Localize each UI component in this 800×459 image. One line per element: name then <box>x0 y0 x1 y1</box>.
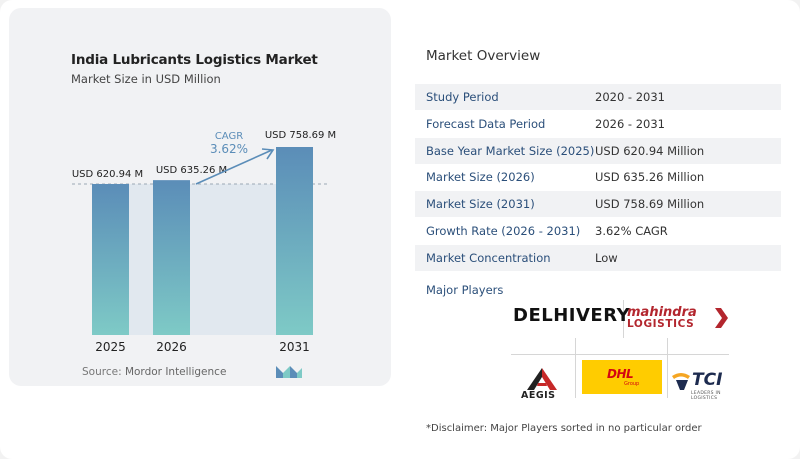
bar-2025 <box>92 184 129 335</box>
overview-row-value: 3.62% CAGR <box>595 224 668 238</box>
cagr-label: CAGR <box>215 131 243 142</box>
tci-logo-sub: LEADERS IN LOGISTICS <box>691 391 721 401</box>
overview-row: Growth Rate (2026 - 2031) 3.62% CAGR <box>415 218 781 244</box>
overview-title: Market Overview <box>426 48 541 64</box>
tci-logo-text: TCI <box>692 370 723 390</box>
overview-row: Market Size (2026) USD 635.26 Million <box>415 164 781 190</box>
overview-row-label: Growth Rate (2026 - 2031) <box>426 224 581 238</box>
overview-row: Base Year Market Size (2025) USD 620.94 M… <box>415 137 781 164</box>
bar-2026 <box>153 180 190 335</box>
overview-row: Market Concentration Low <box>415 244 781 271</box>
overview-row-value: USD 758.69 Million <box>595 197 705 212</box>
overview-row-value: USD 635.26 Million <box>595 170 705 185</box>
logo-divider <box>511 354 729 355</box>
source-text: Source: Mordor Intelligence <box>82 366 226 378</box>
mahindra-logistics-logo: mahindra LOGISTICS <box>627 306 735 330</box>
logo-divider <box>667 338 668 398</box>
chart-subtitle: Market Size in USD Million <box>71 72 221 86</box>
bar-2031 <box>276 147 313 335</box>
source-value: Mordor Intelligence <box>124 366 227 378</box>
aegis-mark-icon <box>527 368 557 390</box>
forecast-band <box>129 184 153 335</box>
delhivery-logo-text: DELHIVERY <box>513 305 631 326</box>
dhl-logo: DHL Group <box>582 360 662 394</box>
data-label-2031: USD 758.69 M <box>265 130 336 141</box>
bar-chart: USD 620.94 M 2025 USD 635.26 M 2026 USD 758.… <box>72 130 336 354</box>
data-label-2026: USD 635.26 M <box>156 165 227 176</box>
source-label: Source: <box>82 366 122 378</box>
data-label-2025: USD 620.94 M <box>72 169 143 180</box>
chart-title: India Lubricants Logistics Market <box>71 52 318 68</box>
major-players-title: Major Players <box>426 283 504 297</box>
forecast-band <box>190 184 276 335</box>
overview-row-label: Base Year Market Size (2025) <box>426 143 595 158</box>
dhl-logo-sub: Group <box>624 381 640 387</box>
overview-row-value: 2020 - 2031 <box>595 90 665 104</box>
overview-row-label: Forecast Data Period <box>426 116 546 131</box>
overview-row-value: Low <box>595 250 618 265</box>
cagr-arrowhead-icon <box>261 148 275 160</box>
mordor-intelligence-logo-icon <box>276 366 302 378</box>
x-tick-2026: 2026 <box>156 340 187 354</box>
logo-divider <box>575 338 576 398</box>
cagr-value: 3.62% <box>210 142 248 156</box>
aegis-logo-text: AEGIS <box>521 390 556 401</box>
aegis-logo: AEGIS <box>517 368 569 402</box>
overview-row-value: 2026 - 2031 <box>595 116 665 131</box>
mahindra-logo-top: mahindra <box>627 305 697 320</box>
x-tick-2031: 2031 <box>279 340 310 354</box>
overview-row: Market Size (2031) USD 758.69 Million <box>415 191 781 218</box>
overview-row-label: Market Concentration <box>426 250 551 265</box>
overview-row-label: Study Period <box>426 90 499 104</box>
disclaimer-text: *Disclaimer: Major Players sorted in no … <box>426 423 702 434</box>
overview-row: Study Period 2020 - 2031 <box>415 84 781 110</box>
dhl-logo-text: DHL <box>607 367 634 381</box>
overview-row-label: Market Size (2031) <box>426 197 535 212</box>
x-tick-2025: 2025 <box>95 340 126 354</box>
delhivery-logo: DELHIVERY <box>513 305 630 326</box>
tci-swoosh-icon <box>672 373 690 390</box>
overview-row: Forecast Data Period 2026 - 2031 <box>415 111 781 137</box>
cagr-arrow-icon <box>195 149 273 185</box>
overview-row-value: USD 620.94 Million <box>595 143 705 158</box>
mahindra-chevron-icon <box>715 308 728 328</box>
tci-logo: TCI LEADERS IN LOGISTICS <box>670 370 745 401</box>
mahindra-logo-bottom: LOGISTICS <box>627 318 695 330</box>
logo-divider <box>623 300 624 338</box>
overview-row-label: Market Size (2026) <box>426 170 535 185</box>
